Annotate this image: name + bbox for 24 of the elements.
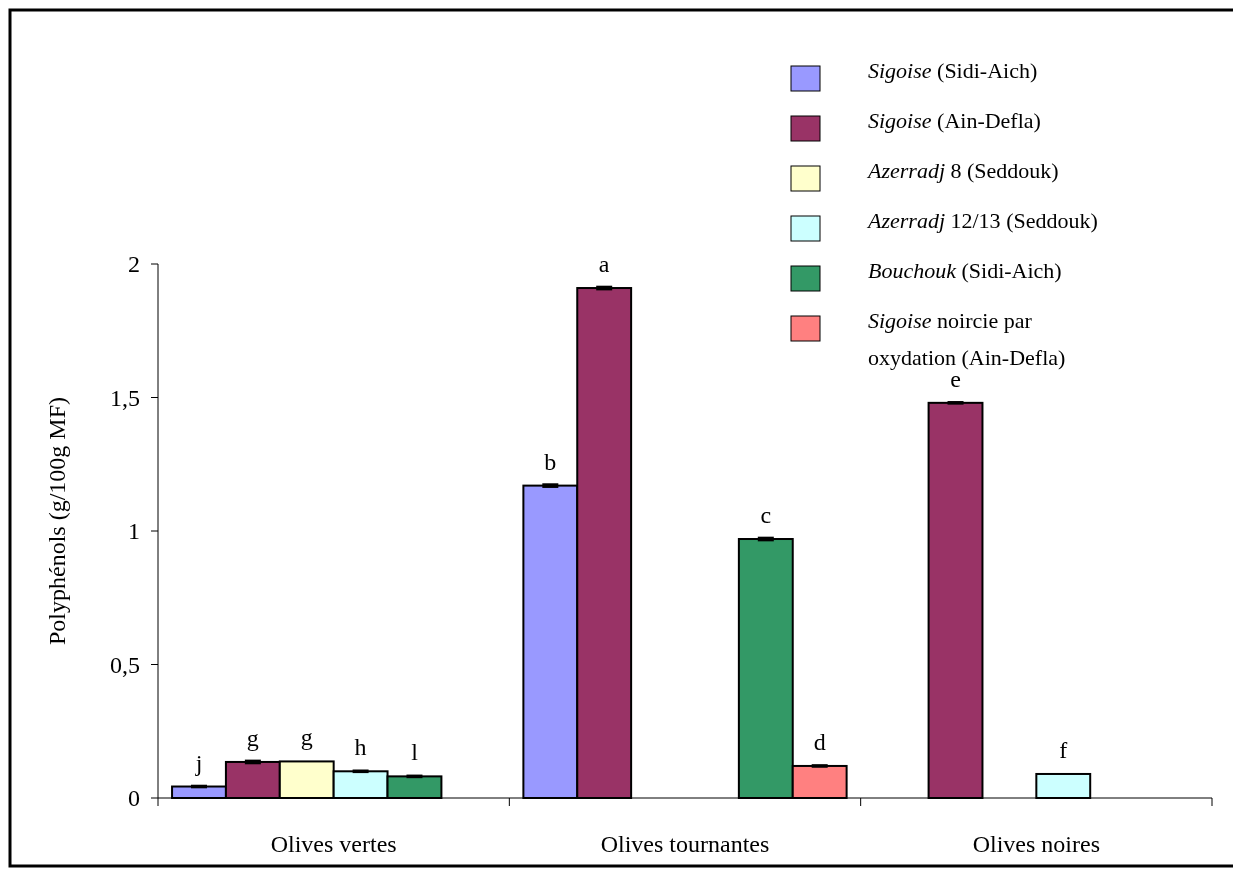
y-tick-label: 1,5 (110, 384, 140, 411)
x-tick-label: Olives noires (972, 831, 1100, 857)
data-label: j (194, 749, 203, 776)
data-label: g (300, 724, 313, 751)
legend-label: Azerradj 12/13 (Seddouk) (866, 208, 1098, 233)
data-label: b (544, 448, 557, 475)
data-label: c (760, 502, 772, 529)
y-axis-title: Polyphénols (g/100g MF) (44, 396, 70, 646)
y-tick-label: 1 (128, 518, 140, 545)
x-tick-label: Olives tournantes (600, 831, 770, 857)
data-label: h (354, 734, 367, 761)
data-label: l (411, 739, 419, 766)
legend-label: Azerradj 8 (Seddouk) (866, 158, 1059, 183)
legend-label: Sigoise (Ain-Defla) (868, 108, 1041, 133)
x-tick-label: Olives vertes (270, 831, 397, 857)
data-label: a (598, 251, 610, 278)
y-tick-label: 0,5 (110, 651, 140, 678)
legend-label: Sigoise (Sidi-Aich) (868, 58, 1038, 83)
y-tick-label: 2 (128, 251, 140, 278)
data-label: g (246, 724, 259, 751)
y-tick-label: 0 (128, 785, 140, 812)
legend-label: Bouchouk (Sidi-Aich) (868, 258, 1062, 283)
data-label: f (1059, 736, 1068, 763)
data-label: d (813, 728, 826, 755)
